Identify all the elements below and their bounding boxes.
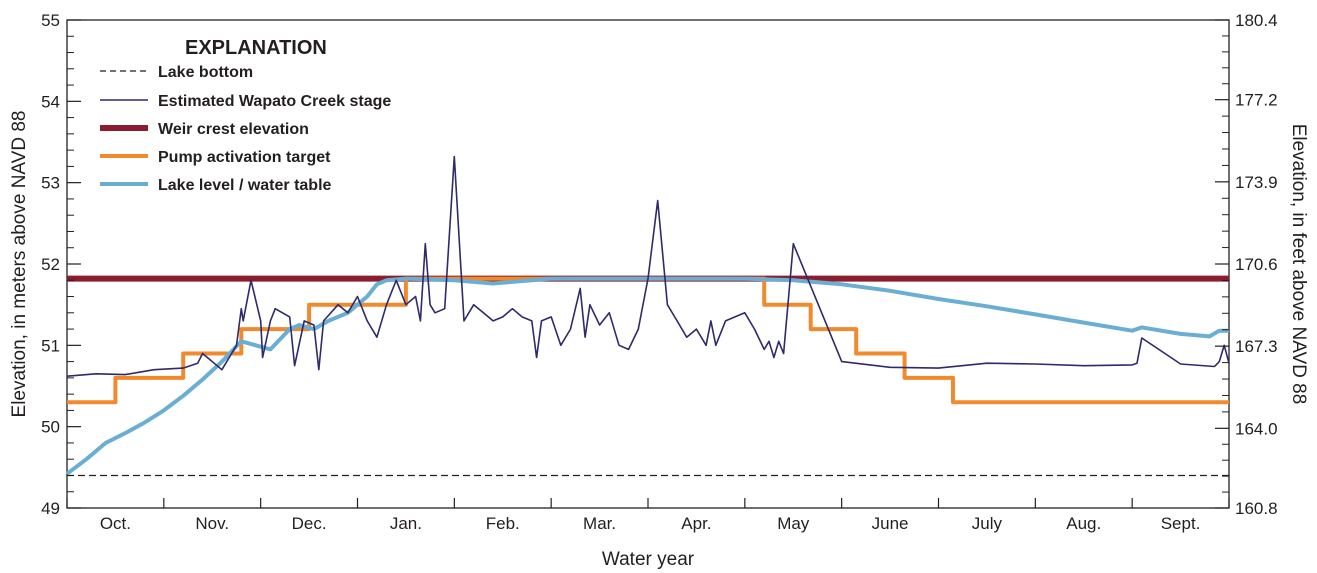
legend-label-creek-stage: Estimated Wapato Creek stage xyxy=(158,93,391,110)
y-tick-label-right: 167.3 xyxy=(1235,337,1278,356)
y-tick-label-left: 54 xyxy=(41,92,60,111)
y-tick-label-left: 53 xyxy=(41,174,60,193)
series-layer xyxy=(65,155,1230,477)
y-axis-title-left: Elevation, in meters above NAVD 88 xyxy=(9,111,30,418)
y-tick-label-left: 50 xyxy=(41,418,60,437)
y-tick-label-right: 160.8 xyxy=(1235,499,1278,518)
y-tick-label-right: 177.2 xyxy=(1235,91,1278,110)
series-pump-target xyxy=(67,276,1229,405)
legend: EXPLANATION Lake bottom Estimated Wapato… xyxy=(100,37,391,194)
x-tick-label: Oct. xyxy=(100,514,131,533)
legend-label-pump-target: Pump activation target xyxy=(158,149,331,166)
x-tick-label: Dec. xyxy=(292,514,327,533)
x-tick-label: Feb. xyxy=(486,514,520,533)
legend-title: EXPLANATION xyxy=(185,37,327,59)
legend-label-lake-level: Lake level / water table xyxy=(158,177,332,194)
y-tick-label-right: 164.0 xyxy=(1235,419,1278,438)
y-tick-label-left: 55 xyxy=(41,11,60,30)
x-tick-label: Nov. xyxy=(195,514,229,533)
legend-label-lake-bottom: Lake bottom xyxy=(158,64,253,81)
y-tick-label-right: 180.4 xyxy=(1235,11,1278,30)
x-tick-label: Sept. xyxy=(1161,514,1201,533)
y-tick-label-left: 52 xyxy=(41,255,60,274)
y-tick-label-left: 51 xyxy=(41,336,60,355)
x-tick-label: July xyxy=(972,514,1003,533)
series-lake-level xyxy=(65,276,1229,476)
x-tick-label: Jan. xyxy=(390,514,422,533)
series-creek-stage xyxy=(66,155,1230,377)
x-tick-label: May xyxy=(777,514,810,533)
y-tick-label-right: 170.6 xyxy=(1235,255,1278,274)
x-axis-title: Water year xyxy=(602,549,695,570)
x-tick-label: Mar. xyxy=(583,514,616,533)
y-tick-label-left: 49 xyxy=(41,499,60,518)
x-tick-label: Apr. xyxy=(681,514,711,533)
y-tick-label-right: 173.9 xyxy=(1235,173,1278,192)
legend-label-weir-crest: Weir crest elevation xyxy=(158,121,309,138)
axes-layer: 49 50 51 52 53 54 55 160.8 164.0 167.3 170.6 173.9 1… xyxy=(41,11,1277,533)
x-tick-label: June xyxy=(872,514,909,533)
y-axis-title-right: Elevation, in feet above NAVD 88 xyxy=(1288,124,1309,405)
x-tick-label: Aug. xyxy=(1066,514,1101,533)
